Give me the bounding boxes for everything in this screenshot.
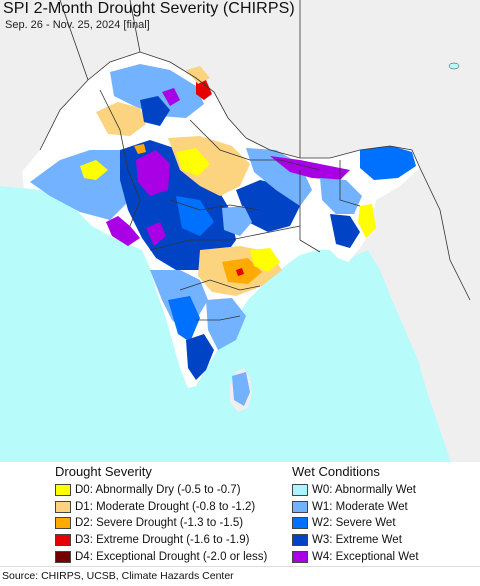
legend-swatch (55, 550, 71, 563)
legend-item-w0: W0: Abnormally Wet (292, 482, 419, 499)
legend-swatch (55, 517, 71, 530)
severity-patch-w4 (136, 150, 170, 196)
severity-patch-w1 (30, 150, 140, 220)
admin-borders (39, 0, 471, 321)
legend-item-d0: D0: Abnormally Dry (-0.5 to -0.7) (55, 482, 267, 499)
legend-swatch (292, 500, 308, 513)
severity-patch-d1 (96, 102, 146, 136)
legend-label: D4: Exceptional Drought (-2.0 or less) (75, 550, 268, 563)
severity-patch-d0 (176, 148, 210, 176)
legend-item-w4: W4: Exceptional Wet (292, 548, 419, 565)
legend-label: W1: Moderate Wet (312, 500, 408, 513)
severity-patch-w1 (206, 298, 246, 350)
wet-legend-title: Wet Conditions (292, 464, 380, 479)
severity-patch-w2 (168, 296, 200, 342)
drought-legend-title: Drought Severity (55, 464, 152, 479)
legend-swatch (55, 534, 71, 547)
severity-patch-w4 (270, 156, 350, 180)
drought-legend-list: D0: Abnormally Dry (-0.5 to -0.7) D1: Mo… (55, 482, 267, 565)
severity-patch-w4 (106, 216, 140, 246)
wet-legend-list: W0: Abnormally Wet W1: Moderate Wet W2: … (292, 482, 419, 565)
legend-swatch (292, 550, 308, 563)
legend-label: D3: Extreme Drought (-1.6 to -1.9) (75, 534, 250, 547)
drought-map (0, 0, 480, 465)
legend-item-w2: W2: Severe Wet (292, 515, 419, 532)
severity-patch-w3 (330, 214, 360, 248)
severity-patch-w1 (110, 64, 204, 118)
legend-swatch (292, 534, 308, 547)
legend-item-d1: D1: Moderate Drought (-0.8 to -1.2) (55, 499, 267, 516)
legend-item-w1: W1: Moderate Wet (292, 499, 419, 516)
map-title: SPI 2-Month Drought Severity (CHIRPS) (3, 0, 295, 17)
severity-patch-d0 (358, 204, 376, 238)
legend-item-d3: D3: Extreme Drought (-1.6 to -1.9) (55, 532, 267, 549)
severity-patch-w2 (176, 196, 214, 236)
legend-item-d4: D4: Exceptional Drought (-2.0 or less) (55, 548, 267, 565)
legend-label: D0: Abnormally Dry (-0.5 to -0.7) (75, 484, 241, 497)
severity-patch-w4 (162, 88, 180, 106)
severity-patch-d0 (250, 248, 280, 272)
severity-patch-w3 (140, 96, 170, 126)
severity-patch-d0 (80, 160, 108, 180)
severity-patch-w3 (186, 334, 214, 380)
severity-patch-w2 (360, 146, 416, 180)
legend-item-d2: D2: Severe Drought (-1.3 to -1.5) (55, 515, 267, 532)
legend-label: D1: Moderate Drought (-0.8 to -1.2) (75, 500, 256, 513)
legend-swatch (55, 484, 71, 497)
legend-item-w3: W3: Extreme Wet (292, 532, 419, 549)
legend-label: D2: Severe Drought (-1.3 to -1.5) (75, 517, 244, 530)
legend-label: W2: Severe Wet (312, 517, 396, 530)
inland-water (448, 62, 460, 70)
legend-label: W0: Abnormally Wet (312, 484, 416, 497)
severity-patch-w1 (232, 372, 250, 406)
severity-patch-d3 (196, 80, 212, 100)
legend-swatch (292, 517, 308, 530)
severity-patch-d2 (134, 144, 146, 154)
legend-swatch (292, 484, 308, 497)
map-subtitle: Sep. 26 - Nov. 25, 2024 [final] (5, 19, 150, 31)
legend-swatch (55, 500, 71, 513)
severity-patch-w1 (222, 206, 252, 236)
severity-patches (30, 64, 416, 406)
legend: Drought Severity D0: Abnormally Dry (-0.… (0, 462, 480, 566)
source-credit: Source: CHIRPS, UCSB, Climate Hazards Ce… (2, 570, 234, 582)
severity-patch-d1 (186, 66, 210, 84)
severity-patch-w1 (320, 178, 362, 214)
severity-patch-d3 (236, 268, 244, 276)
legend-label: W4: Exceptional Wet (312, 550, 419, 563)
legend-label: W3: Extreme Wet (312, 534, 402, 547)
divider (0, 566, 480, 567)
severity-patch-w4 (146, 222, 166, 246)
